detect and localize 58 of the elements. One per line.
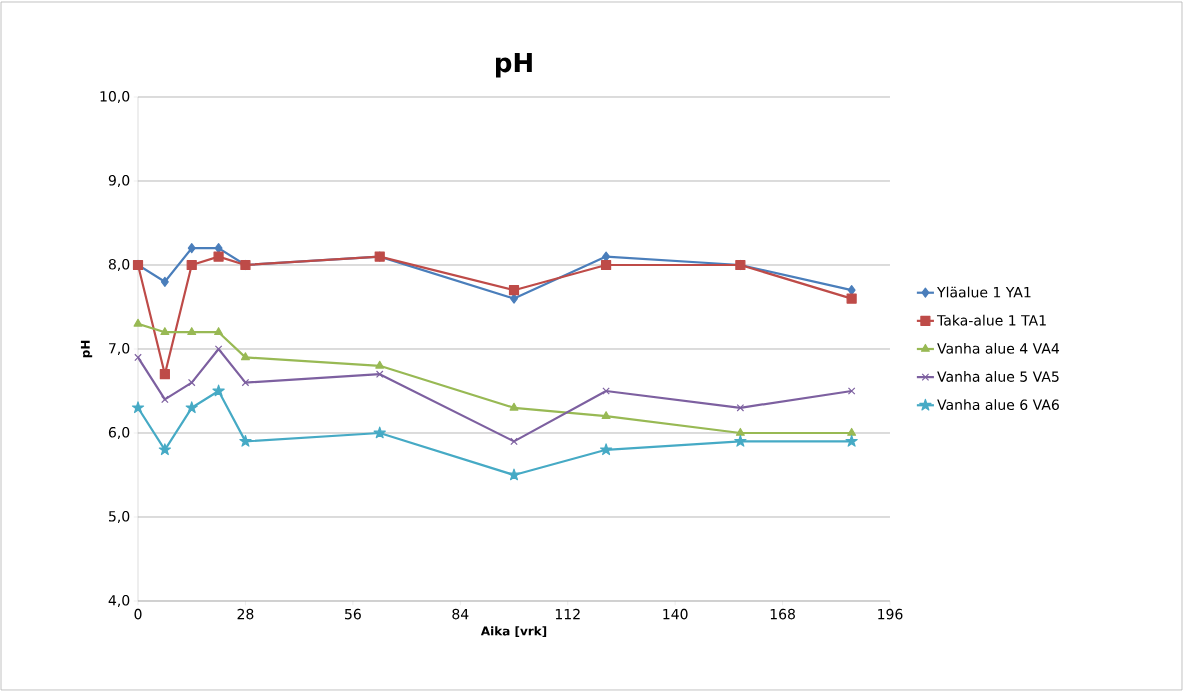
point [508, 285, 520, 296]
point [214, 327, 224, 336]
point [160, 276, 169, 287]
point [185, 401, 198, 414]
x-tick-label: 196 [878, 608, 903, 620]
point [375, 370, 384, 378]
point [213, 251, 224, 262]
y-axis-title: pH [80, 340, 93, 358]
point [846, 293, 857, 304]
point [510, 437, 518, 446]
x-axis-title: Aika [vrk] [480, 626, 547, 637]
x-tick-label: 140 [663, 608, 688, 620]
point [161, 395, 169, 404]
point [239, 434, 252, 447]
legend-label: Vanha alue 5 VA5 [937, 371, 1059, 382]
y-tick-label: 8,0 [108, 258, 130, 271]
x-tick-label: 56 [345, 608, 361, 620]
x-tick-label: 112 [555, 608, 580, 620]
legend-label: Vanha alue 4 VA4 [937, 342, 1060, 354]
point [601, 411, 611, 420]
y-tick-label: 7,0 [109, 342, 130, 355]
point [375, 360, 385, 369]
x-tick-label: 28 [237, 608, 254, 620]
point [187, 378, 196, 387]
point [160, 327, 170, 336]
point [509, 402, 519, 411]
point [212, 384, 225, 397]
point [847, 427, 857, 436]
y-tick-label: 6,0 [108, 426, 130, 439]
y-tick-label: 5,0 [109, 510, 130, 523]
point [845, 434, 858, 447]
y-tick-label: 4,0 [108, 594, 130, 607]
point [134, 353, 142, 362]
point [507, 468, 521, 481]
point [373, 426, 386, 439]
point [133, 318, 143, 327]
legend-label: Vanha alue 6 VA6 [937, 399, 1059, 411]
point [735, 427, 745, 436]
x-tick-label: 0 [134, 608, 142, 620]
point [187, 327, 197, 336]
point [600, 259, 612, 271]
point [599, 443, 613, 456]
point [186, 259, 197, 271]
y-tick-label: 10,0 [100, 90, 130, 104]
point [734, 434, 747, 447]
point [240, 352, 250, 361]
point [131, 401, 145, 414]
x-tick-label: 84 [452, 608, 469, 620]
y-tick-label: 9,0 [108, 174, 130, 188]
chart-title: pH [496, 53, 532, 78]
point [187, 243, 196, 254]
x-tick-label: 168 [770, 608, 795, 620]
point [159, 369, 170, 380]
point [847, 387, 856, 395]
point [158, 443, 172, 456]
legend-label: Taka-alue 1 TA1 [936, 314, 1046, 326]
point [736, 404, 745, 412]
legend-label: Yläalue 1 YA1 [937, 286, 1031, 298]
